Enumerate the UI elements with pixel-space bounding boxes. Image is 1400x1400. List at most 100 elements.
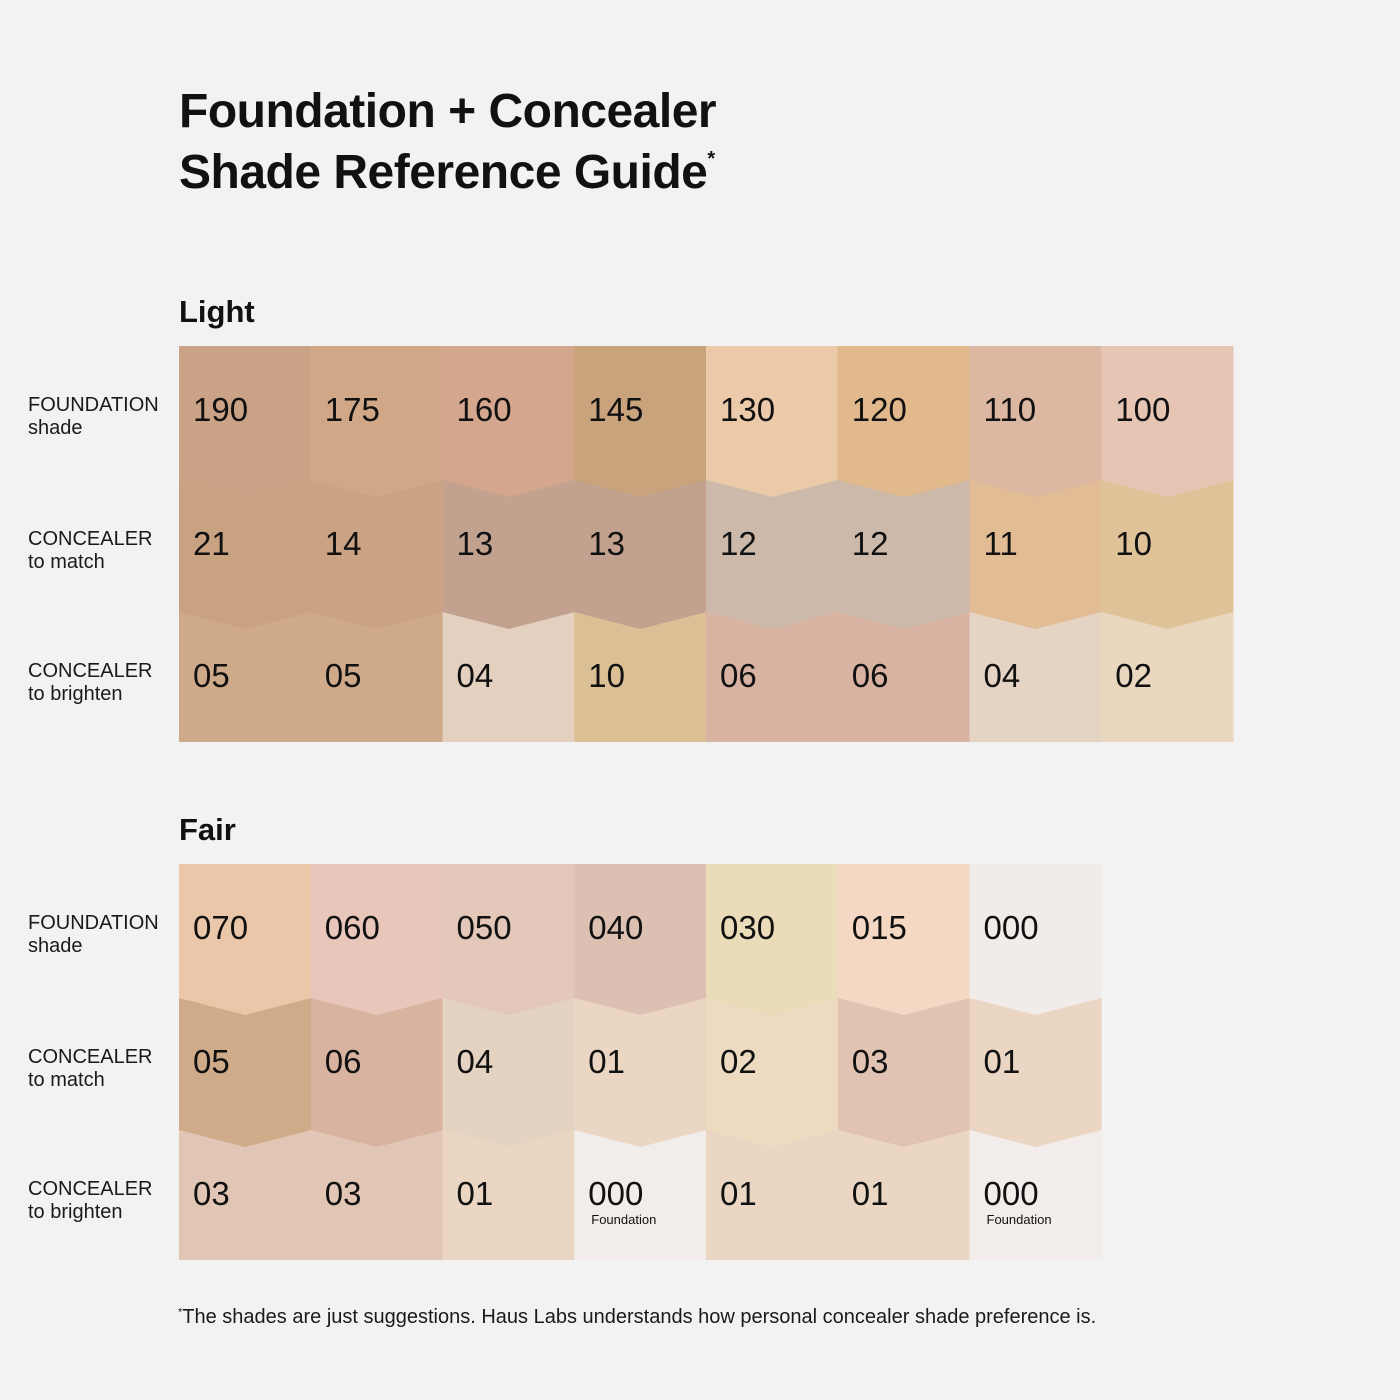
swatch-concealer-to-match: [837, 998, 970, 1147]
swatch-concealer-to-brighten: [574, 1130, 707, 1260]
swatch-foundation-shade: [179, 346, 312, 497]
row-label-concealer-to-brighten: CONCEALER to brighten: [28, 1178, 152, 1224]
shade-number-foundation-shade: 050: [457, 909, 512, 946]
light-shade-grid: 190 175 160 145 130 120 110 100 21 14 13 13 12 12 11 10…: [179, 346, 1234, 742]
shade-number-concealer-to-brighten: 04: [984, 657, 1021, 694]
shade-number-concealer-to-match: 01: [588, 1043, 625, 1080]
swatch-foundation-shade: [837, 346, 970, 497]
page-title: Foundation + Concealer: [179, 85, 717, 138]
swatch-concealer-to-brighten: [310, 1130, 443, 1260]
swatch-concealer-to-match: [969, 998, 1102, 1147]
subtitle-text: Shade Reference Guide: [179, 146, 708, 199]
shade-number-concealer-to-brighten: 06: [852, 657, 889, 694]
shade-number-concealer-to-match: 12: [720, 525, 757, 562]
swatch-concealer-to-brighten: [706, 612, 839, 742]
swatch-concealer-to-match: [706, 998, 839, 1147]
shade-number-concealer-to-match: 06: [325, 1043, 362, 1080]
swatch-foundation-shade: [1101, 346, 1234, 497]
row-label-line2: shade: [28, 935, 83, 957]
shade-number-concealer-to-brighten: 01: [457, 1175, 494, 1212]
swatch-concealer-to-match: [574, 480, 707, 629]
swatch-concealer-to-match: [310, 480, 443, 629]
swatch-foundation-shade: [442, 864, 575, 1015]
shade-number-foundation-shade: 175: [325, 391, 380, 428]
swatch-concealer-to-match: [179, 480, 312, 629]
shade-number-concealer-to-match: 10: [1115, 525, 1152, 562]
shade-number-concealer-to-brighten: 02: [1115, 657, 1152, 694]
swatch-concealer-to-match: [442, 480, 575, 629]
shade-number-concealer-to-brighten: 01: [720, 1175, 757, 1212]
row-label-line1: FOUNDATION: [28, 394, 159, 416]
swatch-foundation-shade: [969, 864, 1102, 1015]
swatch-concealer-to-match: [1101, 480, 1234, 629]
subtitle-asterisk: *: [707, 148, 715, 170]
swatch-concealer-to-match: [837, 480, 970, 629]
row-label-line2: to match: [28, 1069, 105, 1091]
swatch-concealer-to-brighten: [442, 612, 575, 742]
shade-number-concealer-to-match: 14: [325, 525, 362, 562]
row-label-line1: CONCEALER: [28, 1178, 153, 1200]
swatch-concealer-to-brighten: [837, 1130, 970, 1260]
shade-number-concealer-to-brighten: 06: [720, 657, 757, 694]
row-label-line1: CONCEALER: [28, 1046, 153, 1068]
shade-number-foundation-shade: 120: [852, 391, 907, 428]
swatch-concealer-to-match: [310, 998, 443, 1147]
swatch-concealer-to-brighten: [574, 612, 707, 742]
row-label-foundation-shade: FOUNDATION shade: [28, 912, 159, 958]
swatch-concealer-to-brighten: [837, 612, 970, 742]
shade-number-concealer-to-brighten: 05: [193, 657, 230, 694]
footnote: *The shades are just suggestions. Haus L…: [178, 1306, 1096, 1329]
row-label-foundation-shade: FOUNDATION shade: [28, 394, 159, 440]
shade-note: Foundation: [591, 1212, 656, 1227]
fair-shade-grid: 070 060 050 040 030 015 000 05 06 04 01 02 03 01 03 03 0…: [179, 864, 1102, 1260]
swatch-foundation-shade: [969, 346, 1102, 497]
shade-number-concealer-to-brighten: 000: [588, 1175, 643, 1212]
shade-number-concealer-to-brighten: 04: [457, 657, 494, 694]
shade-number-foundation-shade: 100: [1115, 391, 1170, 428]
row-label-line1: CONCEALER: [28, 528, 153, 550]
swatch-concealer-to-match: [969, 480, 1102, 629]
shade-number-foundation-shade: 160: [457, 391, 512, 428]
row-label-line1: CONCEALER: [28, 660, 153, 682]
shade-number-concealer-to-brighten: 000: [984, 1175, 1039, 1212]
row-label-concealer-to-brighten: CONCEALER to brighten: [28, 660, 152, 706]
swatch-concealer-to-brighten: [1101, 612, 1234, 742]
shade-number-foundation-shade: 190: [193, 391, 248, 428]
footnote-asterisk: *: [178, 1306, 183, 1319]
row-label-line2: to brighten: [28, 683, 123, 705]
row-label-concealer-to-match: CONCEALER to match: [28, 528, 152, 574]
shade-number-concealer-to-match: 01: [984, 1043, 1021, 1080]
shade-number-concealer-to-match: 02: [720, 1043, 757, 1080]
swatch-foundation-shade: [706, 864, 839, 1015]
swatch-concealer-to-brighten: [969, 1130, 1102, 1260]
swatch-foundation-shade: [706, 346, 839, 497]
swatch-foundation-shade: [574, 346, 707, 497]
swatch-foundation-shade: [574, 864, 707, 1015]
shade-number-concealer-to-brighten: 10: [588, 657, 625, 694]
shade-number-concealer-to-match: 04: [457, 1043, 494, 1080]
shade-number-foundation-shade: 060: [325, 909, 380, 946]
footnote-text: The shades are just suggestions. Haus La…: [182, 1306, 1097, 1328]
page-subtitle: Shade Reference Guide*: [179, 145, 715, 200]
row-label-line2: to brighten: [28, 1201, 123, 1223]
section-title-fair: Fair: [179, 812, 236, 847]
swatch-concealer-to-brighten: [179, 1130, 312, 1260]
shade-number-foundation-shade: 040: [588, 909, 643, 946]
swatch-foundation-shade: [179, 864, 312, 1015]
shade-number-foundation-shade: 015: [852, 909, 907, 946]
shade-number-concealer-to-match: 03: [852, 1043, 889, 1080]
shade-note: Foundation: [987, 1212, 1052, 1227]
row-label-concealer-to-match: CONCEALER to match: [28, 1046, 152, 1092]
shade-number-concealer-to-brighten: 01: [852, 1175, 889, 1212]
shade-number-foundation-shade: 030: [720, 909, 775, 946]
shade-number-concealer-to-match: 05: [193, 1043, 230, 1080]
row-label-line2: shade: [28, 417, 83, 439]
shade-number-foundation-shade: 110: [984, 391, 1037, 428]
shade-number-concealer-to-match: 13: [457, 525, 494, 562]
swatch-concealer-to-brighten: [310, 612, 443, 742]
swatch-concealer-to-match: [442, 998, 575, 1147]
shade-number-concealer-to-match: 12: [852, 525, 889, 562]
swatch-foundation-shade: [837, 864, 970, 1015]
shade-number-concealer-to-match: 11: [984, 525, 1018, 562]
shade-number-concealer-to-brighten: 03: [325, 1175, 362, 1212]
